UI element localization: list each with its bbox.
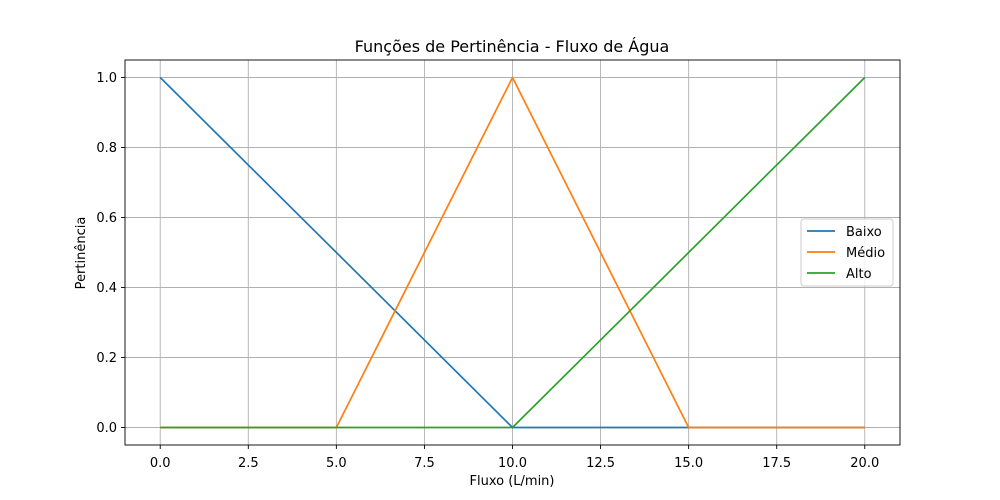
legend-box	[800, 218, 894, 287]
y-tick-label: 0.6	[96, 211, 117, 226]
y-tick-label: 1.0	[96, 71, 117, 86]
legend-label: Baixo	[846, 225, 882, 240]
y-tick-label: 0.0	[96, 421, 117, 436]
chart-title: Funções de Pertinência - Fluxo de Água	[355, 37, 670, 56]
legend: Baixo Médio Alto	[800, 218, 894, 287]
x-tick-label: 10.0	[498, 456, 527, 471]
x-tick-label: 2.5	[238, 456, 259, 471]
x-tick-label: 17.5	[762, 456, 791, 471]
series-lines	[159, 76, 866, 429]
x-tick-label: 7.5	[414, 456, 435, 471]
y-tick-label: 0.4	[96, 281, 117, 296]
axis-ticks: 0.0 2.5 5.0 7.5 10.0 12.5 15.0 17.5 20.0 0.0 0.2 0.…	[96, 71, 879, 471]
series-line-alto	[160, 76, 866, 429]
x-axis-label: Fluxo (L/min)	[470, 474, 555, 489]
legend-label: Alto	[846, 267, 872, 282]
x-tick-label: 20.0	[850, 456, 879, 471]
y-axis-label: Pertinência	[74, 217, 89, 290]
x-tick-label: 12.5	[586, 456, 615, 471]
x-tick-label: 5.0	[326, 456, 347, 471]
x-tick-label: 15.0	[674, 456, 703, 471]
grid	[125, 60, 900, 445]
y-tick-label: 0.2	[96, 351, 117, 366]
y-tick-label: 0.8	[96, 141, 117, 156]
x-tick-label: 0.0	[150, 456, 171, 471]
legend-label: Médio	[846, 246, 885, 261]
